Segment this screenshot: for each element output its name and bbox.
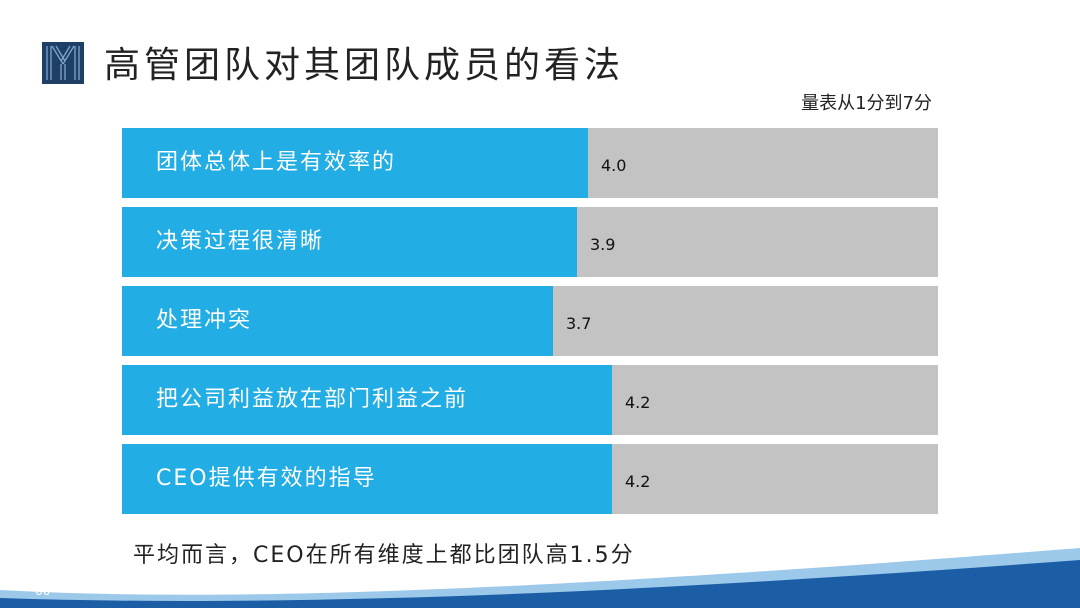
summary-text: 平均而言，CEO在所有维度上都比团队高1.5分: [133, 543, 635, 568]
bar-label: CEO提供有效的指导: [156, 466, 377, 491]
bar-value-label: 3.7: [566, 314, 592, 333]
bar: [122, 444, 612, 514]
bar-row: CEO提供有效的指导 4.2: [122, 444, 938, 514]
slide-title: 高管团队对其团队成员的看法: [104, 45, 625, 86]
bar-row: 处理冲突 3.7: [122, 286, 938, 356]
bar-chart: 团体总体上是有效率的 4.0 决策过程很清晰 3.9 处理冲突 3.7 把公司利益放在部门利…: [122, 128, 938, 523]
bar-row: 团体总体上是有效率的 4.0: [122, 128, 938, 198]
scale-note: 量表从1分到7分: [801, 93, 932, 114]
bar-value-label: 3.9: [590, 235, 616, 254]
bar-label: 决策过程很清晰: [156, 229, 325, 254]
bar-value-label: 4.0: [601, 156, 627, 175]
bar-value-label: 4.2: [625, 393, 651, 412]
bar: [122, 128, 588, 198]
bar: [122, 365, 612, 435]
footer-wave: [0, 548, 1080, 608]
bar-row: 把公司利益放在部门利益之前 4.2: [122, 365, 938, 435]
y-logo-icon: [42, 42, 84, 84]
bar: [122, 207, 577, 277]
bar: [122, 286, 553, 356]
bar-row: 决策过程很清晰 3.9: [122, 207, 938, 277]
bar-label: 把公司利益放在部门利益之前: [156, 387, 469, 412]
bar-value-label: 4.2: [625, 472, 651, 491]
bar-label: 处理冲突: [156, 308, 253, 333]
bar-label: 团体总体上是有效率的: [156, 150, 397, 175]
page-number: 66: [35, 584, 51, 598]
